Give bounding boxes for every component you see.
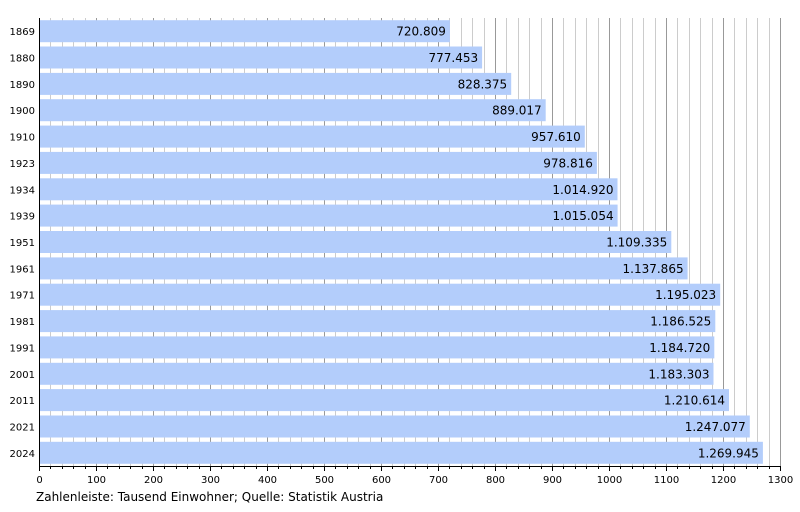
category-label-1923: 1923 bbox=[10, 159, 35, 170]
category-labels: 1869 1880 1890 1900 1910 1923 1934 1939 1951 1961… bbox=[10, 27, 35, 460]
bar-1910 bbox=[39, 125, 585, 148]
chart-caption: Zahlenleiste: Tausend Einwohner; Quelle:… bbox=[36, 490, 384, 504]
x-tick-label-1200: 1200 bbox=[711, 475, 736, 486]
bar-1939 bbox=[39, 204, 618, 227]
bar-1923 bbox=[39, 151, 597, 174]
value-label-2024: 1.269.945 bbox=[698, 446, 759, 460]
category-label-2001: 2001 bbox=[10, 370, 35, 381]
bar-1934 bbox=[39, 178, 618, 201]
value-label-1890: 828.375 bbox=[458, 77, 508, 91]
value-labels: 720.809 777.453 828.375 889.017 957.610 978.8… bbox=[396, 25, 759, 461]
value-label-1961: 1.137.865 bbox=[623, 262, 684, 276]
category-label-1880: 1880 bbox=[10, 54, 35, 65]
bar-1951 bbox=[39, 231, 672, 253]
category-label-1900: 1900 bbox=[10, 106, 35, 117]
bar-1981 bbox=[39, 310, 716, 333]
category-label-1910: 1910 bbox=[10, 133, 35, 144]
category-label-1890: 1890 bbox=[10, 80, 35, 91]
value-label-1934: 1.014.920 bbox=[552, 183, 613, 197]
bar-1869 bbox=[39, 20, 450, 43]
category-label-1971: 1971 bbox=[10, 291, 35, 302]
value-label-1939: 1.015.054 bbox=[553, 209, 614, 223]
category-label-1939: 1939 bbox=[10, 212, 35, 223]
category-label-1934: 1934 bbox=[10, 185, 35, 196]
value-label-1923: 978.816 bbox=[543, 156, 593, 170]
bar-2001 bbox=[39, 362, 714, 385]
category-label-1981: 1981 bbox=[10, 317, 35, 328]
bar-1880 bbox=[39, 46, 483, 69]
value-label-1900: 889.017 bbox=[492, 104, 542, 118]
x-tick-label-300: 300 bbox=[201, 475, 220, 486]
x-tick-label-200: 200 bbox=[144, 475, 163, 486]
x-tick-label-500: 500 bbox=[315, 475, 334, 486]
x-tick-label-1300: 1300 bbox=[768, 475, 793, 486]
value-label-2001: 1.183.303 bbox=[648, 367, 709, 381]
category-label-2024: 2024 bbox=[10, 449, 35, 460]
x-tick-label-1000: 1000 bbox=[597, 475, 622, 486]
x-tick-label-900: 900 bbox=[543, 475, 562, 486]
x-tick-label-0: 0 bbox=[36, 475, 42, 486]
bar-2011 bbox=[39, 389, 729, 412]
category-label-1869: 1869 bbox=[10, 27, 35, 38]
category-label-2011: 2011 bbox=[10, 396, 35, 407]
x-tick-label-1100: 1100 bbox=[654, 475, 679, 486]
x-axis: 0 100 200 300 400 500 600 700 800 900 1000 1100 1200… bbox=[36, 18, 793, 486]
category-label-2021: 2021 bbox=[10, 423, 35, 434]
value-label-1880: 777.453 bbox=[428, 51, 478, 65]
value-label-2011: 1.210.614 bbox=[664, 394, 725, 408]
bar-2021 bbox=[39, 415, 750, 438]
x-tick-label-800: 800 bbox=[486, 475, 505, 486]
value-label-2021: 1.247.077 bbox=[685, 420, 746, 434]
bars bbox=[39, 20, 763, 464]
value-label-1971: 1.195.023 bbox=[655, 288, 716, 302]
category-label-1951: 1951 bbox=[10, 238, 35, 249]
value-label-1869: 720.809 bbox=[396, 25, 446, 39]
bar-1961 bbox=[39, 257, 688, 280]
x-tick-label-700: 700 bbox=[429, 475, 448, 486]
value-label-1951: 1.109.335 bbox=[606, 236, 667, 250]
x-tick-label-100: 100 bbox=[87, 475, 106, 486]
value-label-1991: 1.184.720 bbox=[649, 341, 710, 355]
bar-1890 bbox=[39, 72, 512, 95]
x-tick-label-400: 400 bbox=[258, 475, 277, 486]
value-label-1910: 957.610 bbox=[531, 130, 581, 144]
category-label-1991: 1991 bbox=[10, 343, 35, 354]
value-label-1981: 1.186.525 bbox=[650, 315, 711, 329]
bar-1900 bbox=[39, 99, 546, 122]
category-label-1961: 1961 bbox=[10, 264, 35, 275]
bar-2024 bbox=[39, 441, 763, 464]
bar-1971 bbox=[39, 283, 721, 306]
bar-1991 bbox=[39, 336, 715, 359]
x-tick-label-600: 600 bbox=[372, 475, 391, 486]
